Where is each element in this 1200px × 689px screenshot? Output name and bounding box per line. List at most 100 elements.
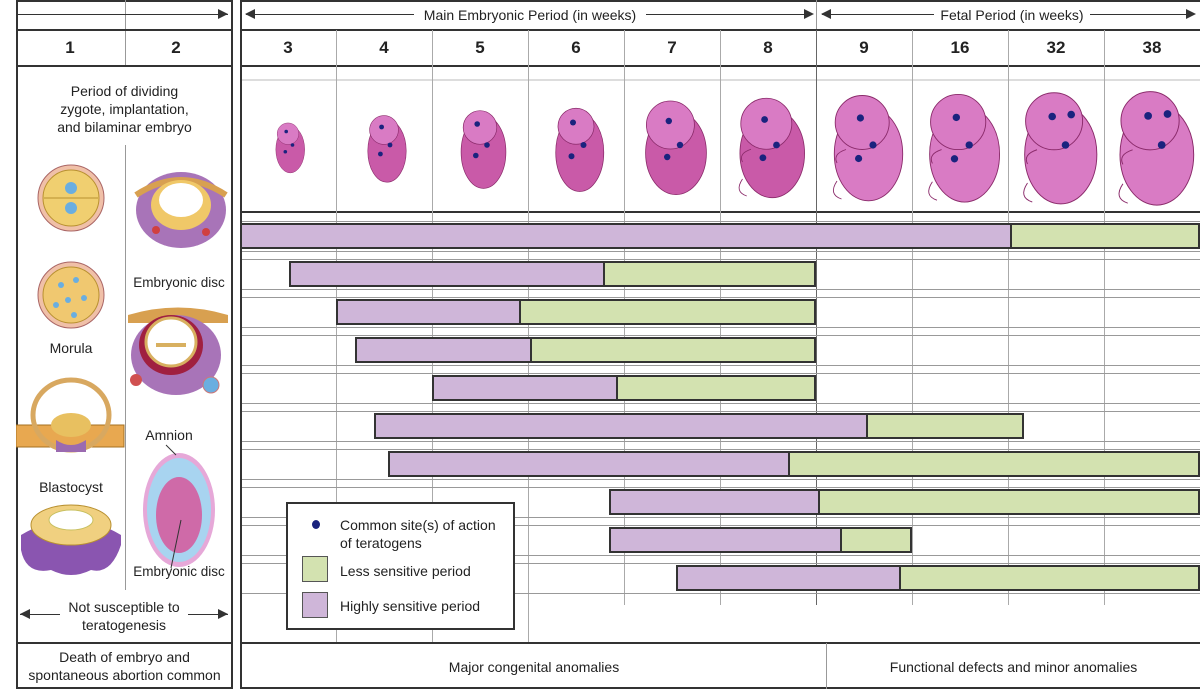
week-6: 6	[571, 38, 581, 57]
highly-sensitive-segment	[610, 529, 841, 551]
morula-label: Morula	[49, 340, 93, 356]
embryo-week-4	[367, 115, 407, 183]
period-line: Period of dividing	[70, 83, 179, 99]
teratogen-site-dot-icon	[312, 520, 320, 529]
fetal-period-arrow-left	[822, 14, 934, 15]
main-period-arrow-left	[246, 14, 414, 15]
legend-dot-label: Common site(s) of action of teratogens	[340, 516, 496, 552]
week-7: 7	[667, 38, 677, 57]
embryo-week-3	[275, 122, 305, 174]
highly-sensitive-segment	[434, 377, 617, 399]
amnion-label: Amnion	[145, 427, 193, 443]
embryo-week-7	[645, 100, 707, 196]
embryo-week-5	[460, 110, 507, 189]
major-anomalies-label: Major congenital anomalies	[448, 659, 620, 675]
less-sensitive-swatch	[302, 556, 328, 582]
sensitivity-bar	[675, 565, 1200, 591]
amnion-disc-illustration	[143, 444, 215, 569]
week-1: 1	[65, 38, 75, 57]
blastocyst-label: Blastocyst	[39, 479, 103, 495]
row-gridline	[242, 365, 1200, 366]
left-footer-text: Death of embryo and spontaneous abortion…	[18, 648, 231, 684]
less-sensitive-segment	[602, 263, 814, 285]
sensitivity-bar	[608, 527, 912, 553]
main-panel	[240, 0, 1200, 689]
row-gridline	[242, 441, 1200, 442]
sensitivity-bar	[288, 261, 816, 287]
bilaminar-embryo-illustration	[21, 504, 121, 575]
week-gridline	[816, 30, 817, 605]
divider	[240, 642, 1200, 644]
arrowhead-right-icon	[1186, 9, 1196, 19]
sensitivity-bar	[355, 337, 816, 363]
less-sensitive-segment	[529, 339, 814, 361]
left-column-divider	[125, 0, 126, 30]
highly-sensitive-segment	[376, 415, 866, 437]
sensitivity-bar	[608, 489, 1200, 515]
legend: Common site(s) of action of teratogens L…	[286, 502, 515, 630]
row-gridline	[242, 403, 1200, 404]
morula-illustration	[37, 261, 105, 329]
week-3: 3	[283, 38, 293, 57]
period-line: and bilaminar embryo	[57, 119, 192, 135]
sensitivity-bar	[432, 375, 816, 401]
embryo-week-8	[738, 97, 805, 199]
less-sensitive-segment	[865, 415, 1023, 437]
embryo-week-16	[928, 93, 1001, 203]
sensitivity-bar	[374, 413, 1025, 439]
highly-sensitive-segment	[290, 263, 603, 285]
left-arrow-right	[18, 14, 228, 15]
legend-dot-line: of teratogens	[340, 535, 422, 551]
highly-sensitive-segment	[242, 225, 1010, 247]
divider	[16, 642, 233, 644]
less-sensitive-segment	[788, 453, 1198, 475]
footer-divider	[826, 643, 827, 689]
highly-sensitive-segment	[338, 301, 520, 323]
week-gridline	[912, 30, 913, 605]
row-gridline	[242, 297, 1200, 298]
right-arrow-line	[188, 614, 228, 615]
not-susceptible-text: Not susceptible to teratogenesis	[60, 598, 188, 634]
highly-sensitive-segment	[389, 453, 789, 475]
week-gridline	[336, 30, 337, 643]
functional-defects-label: Functional defects and minor anomalies	[889, 659, 1138, 675]
embryo-week-9	[832, 95, 904, 202]
less-sensitive-segment	[840, 529, 910, 551]
embryo-week-38	[1118, 91, 1195, 206]
week-4: 4	[379, 38, 389, 57]
main-embryonic-period-label: Main Embryonic Period (in weeks)	[423, 7, 637, 23]
highly-sensitive-segment	[357, 339, 530, 361]
row-gridline	[242, 525, 1200, 526]
blastocyst-implanting-illustration	[16, 377, 125, 453]
week-gridline	[1008, 30, 1009, 605]
row-gridline	[242, 373, 1200, 374]
left-arrow-line	[20, 614, 60, 615]
legend-highly-sensitive-label: Highly sensitive period	[340, 598, 481, 614]
week-32: 32	[1046, 38, 1066, 57]
row-gridline	[242, 335, 1200, 336]
row-gridline	[242, 259, 1200, 260]
legend-less-sensitive-label: Less sensitive period	[340, 563, 471, 579]
row-gridline	[242, 327, 1200, 328]
row-gridline	[242, 251, 1200, 252]
bilaminar-disc-illustration	[128, 307, 228, 395]
row-gridline	[242, 555, 1200, 556]
row-gridline	[242, 487, 1200, 488]
not-susceptible-line: teratogenesis	[81, 617, 167, 633]
arrowhead-right-icon	[218, 609, 228, 619]
week-38: 38	[1142, 38, 1162, 57]
fetal-period-arrow-right	[1090, 14, 1194, 15]
divider	[16, 29, 233, 31]
week-16: 16	[950, 38, 970, 57]
row-gridline	[242, 411, 1200, 412]
sensitivity-bar	[387, 451, 1200, 477]
row-gridline	[242, 449, 1200, 450]
week-2: 2	[171, 38, 181, 57]
row-gridline	[242, 289, 1200, 290]
arrowhead-left-icon	[245, 9, 255, 19]
highly-sensitive-segment	[677, 567, 899, 589]
row-gridline	[242, 517, 1200, 518]
less-sensitive-segment	[616, 377, 814, 399]
less-sensitive-segment	[898, 567, 1198, 589]
row-gridline	[242, 593, 1200, 594]
